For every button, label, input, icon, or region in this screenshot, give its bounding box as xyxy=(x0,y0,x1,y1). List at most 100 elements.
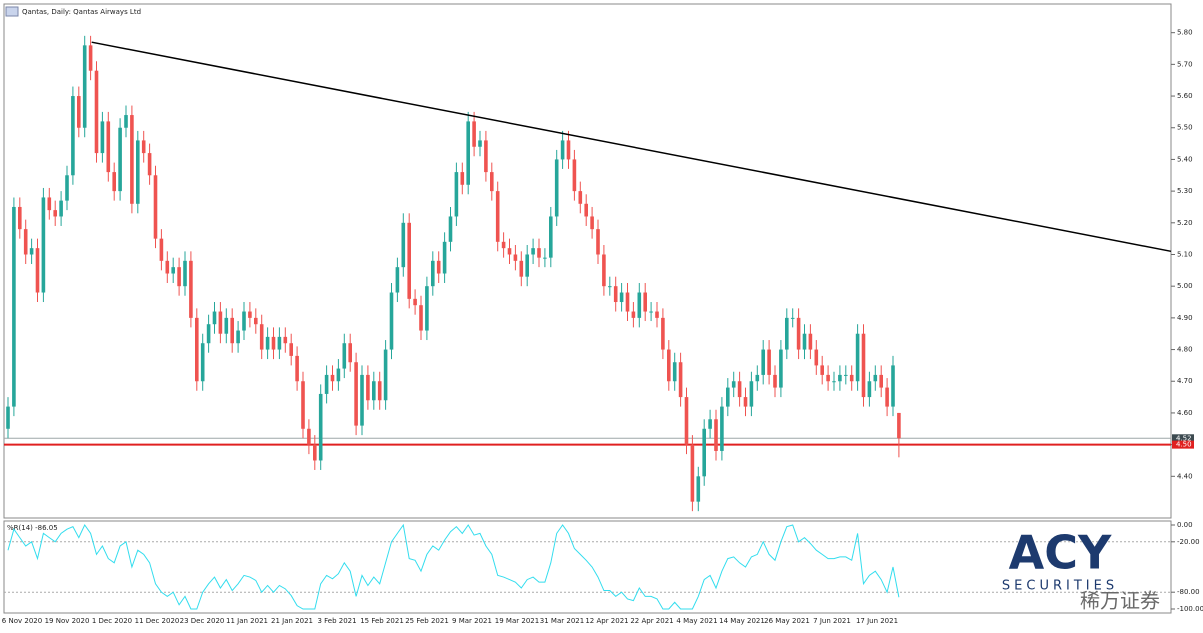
x-tick-label: 22 Apr 2021 xyxy=(630,617,673,625)
candle-body xyxy=(106,121,111,173)
candle-body xyxy=(484,140,488,173)
watermark-chinese: 稀万证券 xyxy=(1080,589,1160,613)
candle-body xyxy=(761,349,765,375)
candle-body xyxy=(448,216,453,242)
candle-body xyxy=(200,343,205,382)
indicator-tick-label: -100.00 xyxy=(1177,605,1203,613)
candle-body xyxy=(283,336,288,344)
candle-body xyxy=(330,374,335,382)
x-tick-label: 1 Dec 2020 xyxy=(92,617,132,625)
candle-body xyxy=(136,140,140,204)
watermark-logo: ACY xyxy=(1009,526,1112,580)
candle-body xyxy=(472,121,476,147)
candle-body xyxy=(790,317,795,319)
indicator-tick-label: -80.00 xyxy=(1177,588,1200,596)
candle-body xyxy=(584,203,588,217)
candle-body xyxy=(849,374,854,382)
candle-body xyxy=(401,222,406,268)
candle-body xyxy=(690,444,695,502)
price-label: 4.52 xyxy=(1176,434,1192,442)
candle-body xyxy=(490,172,494,192)
candle-body xyxy=(501,241,506,249)
candle-body xyxy=(873,374,878,382)
candle-body xyxy=(708,419,712,429)
candle-body xyxy=(785,317,789,350)
candle-body xyxy=(171,267,175,274)
x-tick-label: 3 Feb 2021 xyxy=(317,617,356,625)
candle-body xyxy=(549,216,553,258)
candle-body xyxy=(507,248,512,255)
candle-body xyxy=(377,381,382,401)
x-tick-label: 19 Nov 2020 xyxy=(45,617,90,625)
y-tick-label: 4.80 xyxy=(1177,346,1193,354)
candle-body xyxy=(383,349,388,401)
candle-body xyxy=(177,267,181,287)
candle-body xyxy=(885,387,889,407)
candle-body xyxy=(407,222,411,299)
candle-body xyxy=(554,159,559,217)
candle-body xyxy=(643,292,647,312)
candle-body xyxy=(779,349,783,388)
candle-body xyxy=(130,115,134,204)
x-tick-label: 7 Jun 2021 xyxy=(813,617,851,625)
candle-body xyxy=(230,317,234,344)
candle-body xyxy=(537,248,541,258)
candle-body xyxy=(242,311,246,331)
x-tick-label: 21 Jan 2021 xyxy=(271,617,313,625)
candle-body xyxy=(897,412,901,439)
x-tick-label: 31 Mar 2021 xyxy=(540,617,584,625)
candle-body xyxy=(224,317,229,334)
indicator-frame xyxy=(3,520,1172,614)
candle-body xyxy=(531,248,535,255)
indicator-tick-label: -20.00 xyxy=(1177,538,1200,546)
candle-body xyxy=(891,365,895,407)
candle-body xyxy=(112,172,116,192)
candle-body xyxy=(360,374,364,426)
indicator-line xyxy=(7,523,900,610)
candle-body xyxy=(855,333,860,382)
y-tick-label: 5.60 xyxy=(1177,92,1193,100)
candle-body xyxy=(608,286,612,288)
candle-body xyxy=(59,200,63,217)
candle-body xyxy=(47,197,52,211)
candle-body xyxy=(460,172,465,185)
candle-body xyxy=(767,349,771,375)
x-tick-label: 14 May 2021 xyxy=(719,617,765,625)
candle-body xyxy=(354,362,358,426)
candle-body xyxy=(755,374,760,382)
trendline xyxy=(91,41,1172,253)
candle-body xyxy=(277,336,282,350)
candle-body xyxy=(82,45,87,128)
candle-body xyxy=(879,374,883,388)
candle-body xyxy=(808,333,813,350)
indicator-tick-label: 0.00 xyxy=(1177,521,1193,529)
candle-body xyxy=(18,206,22,230)
candle-body xyxy=(431,260,435,287)
candle-body xyxy=(307,428,311,445)
candle-body xyxy=(596,229,600,255)
candle-body xyxy=(342,343,347,369)
y-tick-label: 5.70 xyxy=(1177,60,1193,68)
candle-body xyxy=(183,260,187,287)
candle-body xyxy=(318,393,323,461)
candle-body xyxy=(867,381,872,398)
candle-body xyxy=(796,317,801,350)
candle-body xyxy=(844,374,848,376)
candle-body xyxy=(543,257,547,259)
candle-body xyxy=(336,368,341,382)
y-tick-label: 5.50 xyxy=(1177,124,1193,132)
candle-body xyxy=(726,387,730,407)
candle-body xyxy=(6,406,10,429)
candle-body xyxy=(313,444,317,461)
candle-body xyxy=(442,241,447,274)
candle-body xyxy=(212,311,217,325)
y-tick-label: 4.60 xyxy=(1177,409,1193,417)
candle-body xyxy=(389,292,394,350)
candle-body xyxy=(631,311,636,318)
candle-body xyxy=(141,140,146,154)
candle-body xyxy=(602,254,606,287)
candle-body xyxy=(301,381,305,429)
candle-body xyxy=(271,336,276,350)
candle-body xyxy=(218,311,223,334)
candle-body xyxy=(672,362,677,382)
